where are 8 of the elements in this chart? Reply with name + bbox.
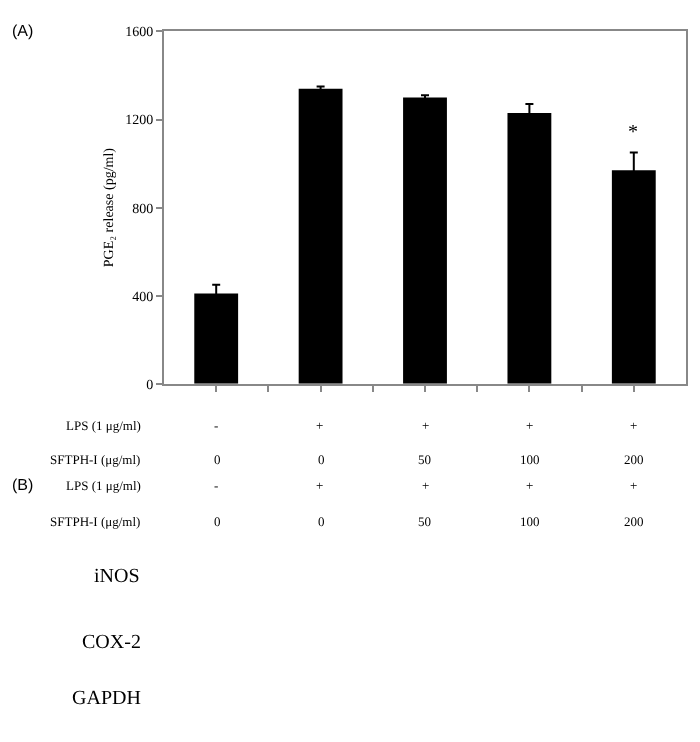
bar [403,97,447,384]
text: GAPDH [72,688,141,710]
text: COX-2 [82,632,141,654]
annotation: * [628,122,638,144]
text: (A) [12,22,34,40]
text: iNOS [94,566,140,588]
bar [298,88,343,384]
text: (B) [12,476,34,494]
